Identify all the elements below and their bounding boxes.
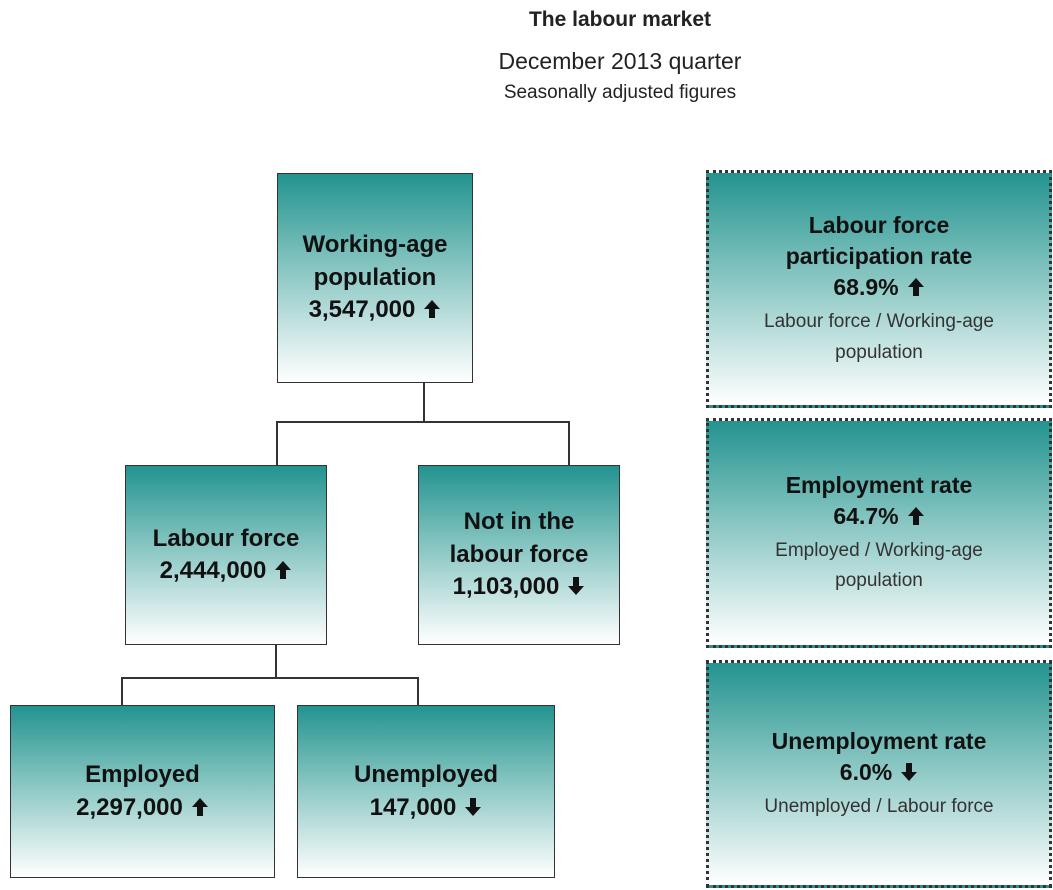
trend-arrow [901, 762, 918, 781]
trend-arrow [907, 506, 924, 525]
rate-box: Unemployment rate 6.0% Unemployed / Labour… [706, 660, 1052, 888]
node-value-row: 147,000 [370, 792, 483, 824]
node-value-row: 2,444,000 [160, 555, 293, 587]
rate-value-row: 6.0% [840, 757, 918, 788]
node-label: Employed [85, 761, 200, 789]
node-label: Labour force [152, 524, 300, 552]
rate-value: 68.9% [833, 274, 899, 301]
rate-formula: Labour force / Working-age population [764, 311, 994, 363]
node-box: Not in the labour force 1,103,000 [418, 465, 620, 645]
node-value: 3,547,000 [308, 296, 416, 324]
node-value: 1,103,000 [452, 573, 560, 601]
connector [121, 677, 419, 679]
node-label: Not in the labour force [449, 508, 589, 568]
node-value: 2,297,000 [76, 793, 183, 821]
connector [121, 677, 123, 705]
subtitle: December 2013 quarter [498, 48, 742, 74]
rate-formula: Employed / Working-age population [775, 539, 983, 592]
title: The labour market [528, 8, 712, 31]
connector [276, 421, 570, 423]
rate-value: 6.0% [839, 758, 893, 785]
trend-arrow [465, 797, 482, 816]
node-box: Labour force 2,444,000 [125, 465, 327, 645]
trend-arrow [424, 300, 441, 319]
node-box: Employed 2,297,000 [10, 705, 275, 878]
rate-value: 64.7% [833, 502, 899, 529]
node-label: Working-age population [302, 231, 448, 291]
trend-arrow [191, 797, 208, 816]
node-box: Working-age population 3,547,000 [277, 173, 473, 383]
rate-label: Labour force participation rate [785, 212, 973, 270]
node-box: Unemployed 147,000 [297, 705, 555, 878]
trend-arrow [907, 278, 924, 297]
trend-arrow [568, 577, 585, 596]
rate-box: Labour force participation rate 68.9% Labo… [706, 170, 1052, 408]
connector [568, 421, 570, 465]
trend-arrow [275, 561, 292, 579]
node-value-row: 2,297,000 [76, 792, 209, 824]
node-value: 2,444,000 [159, 557, 267, 584]
rate-box: Employment rate 64.7% Employed / Working-a… [706, 418, 1052, 648]
note: Seasonally adjusted figures [503, 82, 737, 103]
node-value-row: 1,103,000 [453, 571, 586, 603]
node-label: Unemployed [353, 761, 499, 789]
node-value-row: 3,547,000 [309, 294, 442, 326]
rate-value-row: 68.9% [833, 272, 924, 303]
connector [417, 677, 419, 705]
rate-formula: Unemployed / Labour force [764, 795, 994, 817]
connector [276, 421, 278, 465]
connector [423, 383, 425, 423]
rate-value-row: 64.7% [833, 501, 924, 532]
node-value: 147,000 [369, 793, 457, 821]
connector [275, 645, 277, 679]
rate-label: Unemployment rate [771, 727, 987, 754]
rate-label: Employment rate [785, 471, 973, 498]
